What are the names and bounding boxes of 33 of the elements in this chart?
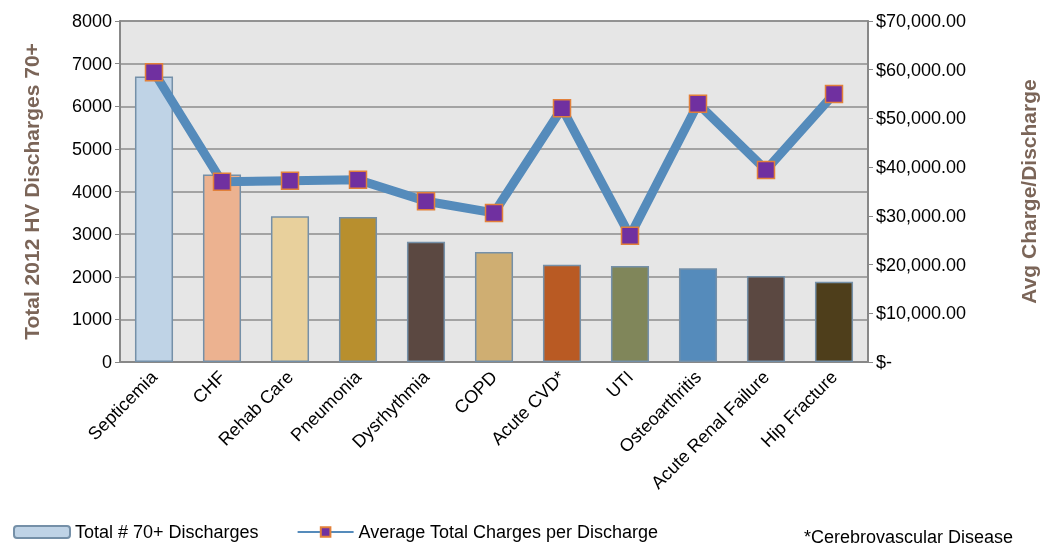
bar [338, 217, 378, 362]
y-tick-label: 6000 [71, 96, 112, 117]
legend-label: Total # 70+ Discharges [75, 522, 259, 542]
y-tick-label: 1000 [71, 309, 112, 330]
bar [746, 275, 786, 362]
y-tick-label: 0 [101, 352, 112, 372]
y-tick-label: 5000 [71, 138, 112, 159]
y-tick-label: 4000 [71, 181, 112, 202]
y2-tick-label: $30,000.00 [876, 205, 967, 226]
bar [542, 264, 582, 362]
y2-tick-label: $- [876, 352, 893, 372]
bar [270, 216, 310, 362]
bar [610, 266, 650, 362]
y2-tick-label: $70,000.00 [876, 11, 967, 31]
y2-axis-title: Avg Charge/Discharge [1017, 79, 1040, 304]
bar [678, 268, 718, 362]
text: *Cerebrovascular Disease [803, 527, 1013, 547]
y-axis-title: Total 2012 HV Discharges 70+ [20, 43, 43, 340]
y-tick-label: 7000 [71, 53, 112, 74]
y-tick-label: 8000 [71, 11, 112, 31]
y2-tick-label: $20,000.00 [876, 254, 967, 275]
y-tick-label: 2000 [71, 266, 112, 287]
y2-tick-label: $40,000.00 [876, 157, 967, 178]
bar [814, 281, 854, 362]
bar [202, 174, 242, 362]
y2-tick-label: $60,000.00 [876, 59, 967, 80]
bar [474, 252, 514, 362]
y-tick-label: 3000 [71, 224, 112, 245]
y2-tick-label: $50,000.00 [876, 108, 967, 129]
bar [406, 241, 446, 362]
y2-tick-label: $10,000.00 [876, 303, 967, 324]
legend-label: Average Total Charges per Discharge [358, 522, 659, 542]
bar [134, 76, 174, 362]
